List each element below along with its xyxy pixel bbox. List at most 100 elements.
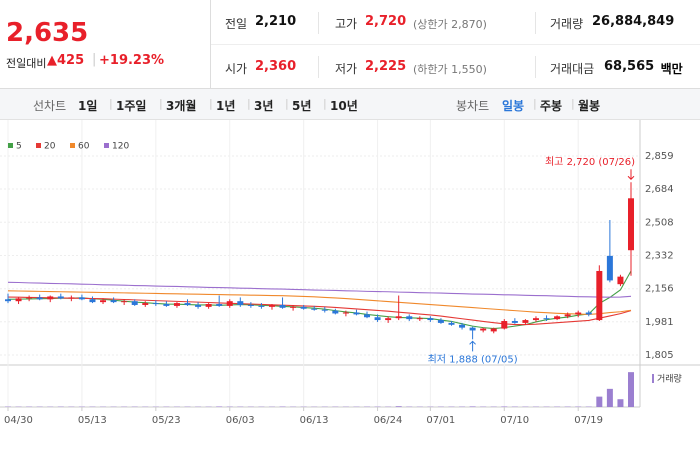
candle-body — [100, 300, 107, 303]
stat-label: 저가 — [335, 62, 358, 76]
candle-body — [469, 327, 476, 331]
stat-label: 전일 — [225, 17, 248, 31]
separator: | — [571, 97, 575, 110]
candle-button[interactable]: 월봉 — [578, 99, 601, 113]
volume-bar — [596, 396, 603, 407]
candle-body — [437, 320, 444, 323]
separator: | — [323, 97, 327, 110]
separator: | — [109, 97, 113, 110]
candle-body — [342, 312, 349, 314]
candle-body — [173, 303, 180, 306]
period-button[interactable]: 5년 — [292, 99, 312, 113]
separator: | — [247, 97, 251, 110]
y-tick-label: 2,508 — [645, 217, 674, 228]
stat-label: 거래량 — [550, 17, 584, 31]
change-rate: +19.23% — [99, 53, 165, 68]
candle-button[interactable]: 주봉 — [540, 99, 563, 113]
candle-body — [205, 304, 212, 307]
current-price: 2,635 — [6, 18, 89, 48]
y-tick-label: 2,332 — [645, 251, 674, 262]
candle-body — [290, 306, 297, 308]
candle-body — [374, 317, 381, 321]
divider — [210, 0, 211, 88]
divider — [318, 12, 319, 34]
candle-body — [36, 297, 43, 300]
separator: | — [533, 97, 537, 110]
candle-body — [121, 301, 128, 303]
volume-bar — [395, 406, 402, 407]
legend-label: 120 — [112, 142, 129, 152]
candle-body — [15, 298, 22, 302]
volume-bar — [216, 406, 223, 407]
candle-body — [258, 305, 265, 307]
volume-bar — [628, 372, 634, 407]
candle-body — [47, 296, 54, 300]
stat-value: 2,210 — [255, 14, 297, 29]
candle-body — [110, 300, 117, 303]
candle-body — [385, 318, 392, 321]
low-arrow — [469, 340, 476, 352]
candle-body — [575, 312, 582, 315]
legend-label: 20 — [44, 142, 56, 152]
separator: | — [159, 97, 163, 110]
candle-body — [480, 328, 487, 331]
divider — [318, 56, 319, 78]
period-button[interactable]: 3년 — [254, 99, 274, 113]
high-annotation: 최고 2,720 (07/26) — [545, 156, 635, 168]
x-tick-label: 07/10 — [500, 415, 529, 426]
candle-body — [89, 299, 96, 303]
candle-body — [532, 318, 539, 321]
stat-unit: 백만 — [660, 62, 683, 76]
candle-body — [406, 316, 413, 320]
candle-body — [522, 320, 529, 323]
period-button[interactable]: 10년 — [330, 99, 358, 113]
candle-body — [554, 316, 561, 320]
candle-body — [596, 270, 603, 321]
candle-body — [311, 308, 318, 310]
volume-bar — [617, 399, 624, 407]
period-button[interactable]: 1년 — [216, 99, 236, 113]
legend-label: 5 — [16, 142, 22, 152]
candle-body — [617, 276, 624, 285]
separator: | — [209, 97, 213, 110]
candle-body — [57, 296, 64, 299]
stat-value: 26,884,849 — [592, 14, 675, 29]
legend-swatch — [8, 143, 13, 148]
candle-body — [142, 303, 149, 305]
stat-label: 시가 — [225, 62, 248, 76]
volume-legend-swatch — [652, 374, 654, 383]
candle-body — [268, 304, 275, 307]
period-button[interactable]: 3개월 — [166, 99, 197, 113]
candle-body — [395, 316, 402, 319]
candle-body — [131, 301, 138, 305]
header — [0, 0, 700, 89]
x-tick-label: 07/01 — [426, 415, 455, 426]
toolbar-label: 봉차트 — [456, 99, 490, 113]
candle-body — [184, 303, 191, 305]
candle-body — [564, 314, 571, 317]
toolbar-label: 선차트 — [33, 99, 67, 113]
x-tick-label: 05/13 — [78, 415, 107, 426]
candle-body — [501, 321, 508, 329]
x-tick-label: 05/23 — [152, 415, 181, 426]
x-tick-label: 07/19 — [574, 415, 603, 426]
candle-body — [163, 304, 170, 306]
legend-label: 60 — [78, 142, 90, 152]
volume-bar — [501, 406, 508, 407]
candle-button[interactable]: 일봉 — [502, 99, 525, 113]
candle-body — [332, 310, 339, 314]
divider — [211, 44, 700, 45]
candle-body — [321, 309, 328, 311]
candle-body — [78, 297, 85, 300]
candle-body — [226, 301, 233, 306]
y-tick-label: 2,684 — [645, 184, 674, 195]
stat-label: 거래대금 — [550, 62, 595, 76]
legend-swatch — [36, 143, 41, 148]
period-button[interactable]: 1일 — [78, 99, 98, 113]
ma-line — [7, 296, 632, 326]
stat-value: 2,720 — [365, 14, 407, 29]
divider — [535, 56, 536, 78]
period-button[interactable]: 1주일 — [116, 99, 147, 113]
y-tick-label: 2,156 — [645, 284, 674, 295]
